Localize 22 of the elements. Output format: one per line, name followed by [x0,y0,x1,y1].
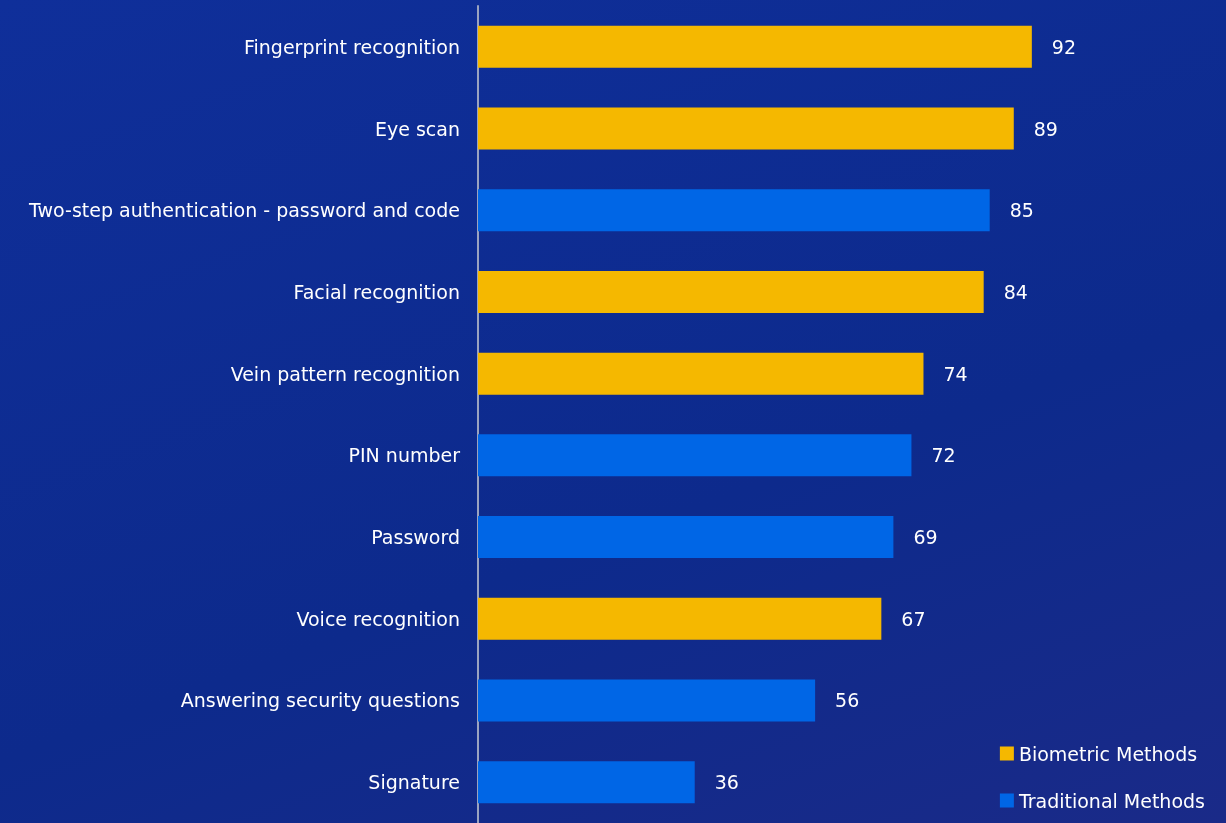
data-label: 74 [943,362,968,385]
data-label: 92 [1051,35,1077,58]
y-tick-label: Signature [368,771,460,794]
y-tick-label: Password [371,526,460,549]
data-label: 84 [1003,280,1028,303]
y-tick-label: Answering security questions [180,689,460,712]
legend-label: Traditional Methods [1017,789,1205,812]
y-tick-label: Vein pattern recognition [230,362,460,385]
legend-label: Biometric Methods [1018,742,1198,765]
data-label: 72 [931,444,956,467]
y-tick-label: Facial recognition [293,280,460,303]
data-label: 69 [913,526,938,549]
data-label: 85 [1009,199,1034,222]
y-tick-label: Fingerprint recognition [243,35,460,58]
y-tick-label: Voice recognition [296,607,460,630]
data-label: 56 [835,689,860,712]
data-label: 36 [714,771,739,794]
y-tick-label: PIN number [348,444,461,467]
y-tick-label: Eye scan [374,117,460,140]
data-label: 67 [901,607,926,630]
y-tick-label: Two-step authentication - password and code [28,199,460,222]
data-label: 89 [1033,117,1058,140]
